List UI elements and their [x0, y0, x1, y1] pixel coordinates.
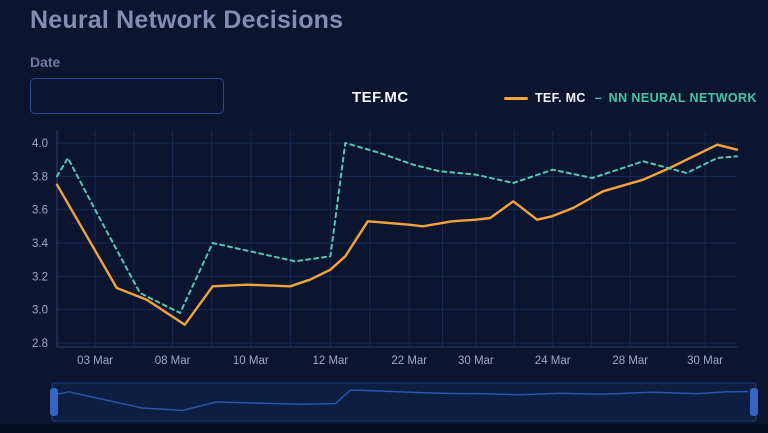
brush-track[interactable]: [51, 382, 757, 422]
series-line-tef-mc: [55, 143, 739, 326]
date-field-label: Date: [30, 54, 61, 70]
y-axis-tick-label: 3.4: [32, 238, 49, 250]
y-axis-tick-label: 4.0: [32, 138, 48, 150]
x-axis-tick-label: 30 Mar: [687, 355, 723, 367]
y-axis-tick-label: 3.8: [32, 171, 48, 183]
series-line-nn-neural-network: [56, 142, 738, 314]
legend-line-swatch-tefmc: [504, 96, 528, 100]
x-axis-tick-label: 08 Mar: [155, 355, 191, 367]
chart-title: TEF.MC: [352, 89, 409, 106]
legend-label-tefmc[interactable]: TEF. MC: [535, 91, 586, 105]
legend-dash-swatch-nn: –: [594, 91, 602, 105]
y-axis-tick-label: 2.8: [32, 338, 48, 350]
x-axis-tick-label: 28 Mar: [612, 355, 648, 367]
date-input[interactable]: [30, 78, 224, 114]
x-axis-tick-label: 10 Mar: [233, 355, 269, 367]
brush-handle-right[interactable]: [750, 388, 758, 416]
y-axis-tick-label: 3.6: [32, 205, 48, 217]
legend-label-nn[interactable]: NN NEURAL NETWORK: [608, 91, 757, 105]
x-axis-tick-label: 12 Mar: [312, 355, 348, 367]
page-title: Neural Network Decisions: [30, 6, 344, 34]
chart-legend: TEF. MC – NN NEURAL NETWORK: [504, 91, 757, 105]
x-axis-tick-label: 24 Mar: [535, 355, 571, 367]
x-axis-tick-label: 03 Mar: [77, 355, 113, 367]
y-axis-tick-label: 3.2: [32, 271, 48, 283]
brush-mini-line: [57, 389, 749, 412]
x-axis-tick-label: 30 Mar: [458, 355, 494, 367]
x-axis-tick-label: 22 Mar: [391, 355, 427, 367]
footer-strip: [0, 424, 768, 433]
brush-handle-left[interactable]: [50, 388, 58, 416]
y-axis-tick-label: 3.0: [32, 305, 48, 317]
